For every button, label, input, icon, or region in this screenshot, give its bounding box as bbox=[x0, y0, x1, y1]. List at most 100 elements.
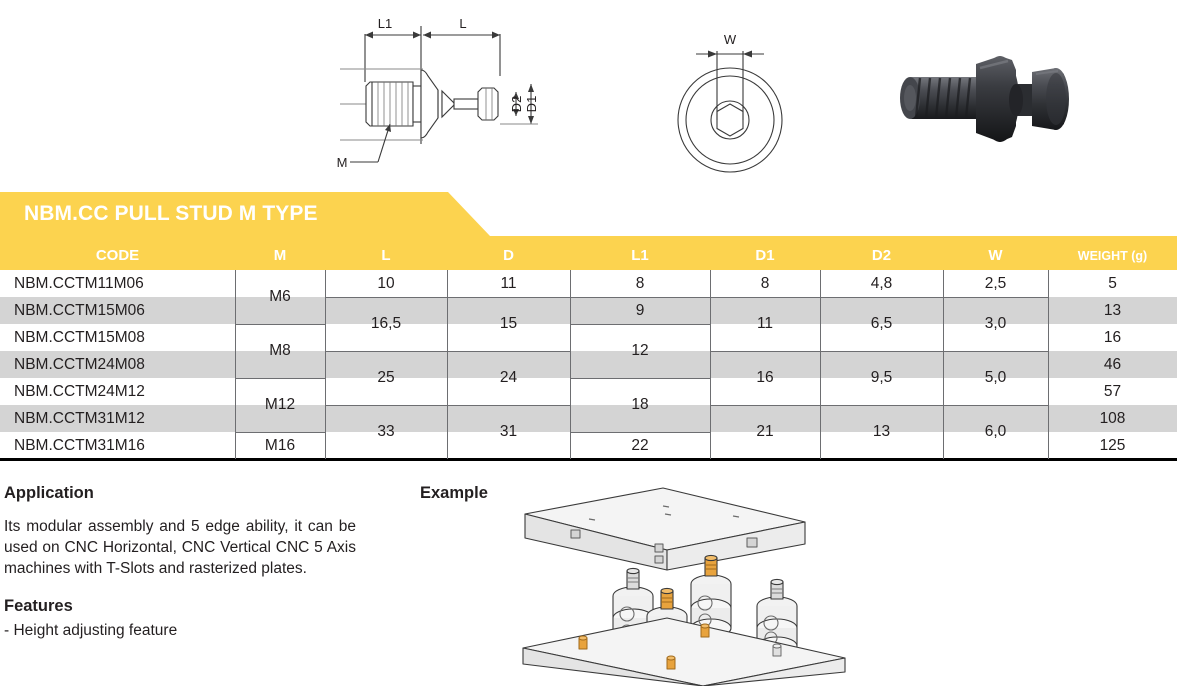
example-section: Example bbox=[420, 484, 1160, 687]
row-divider bbox=[710, 297, 1048, 298]
column-divider bbox=[820, 270, 821, 459]
column-header-m: M bbox=[273, 247, 287, 264]
cell-m: M8 bbox=[269, 342, 291, 359]
example-heading: Example bbox=[420, 484, 488, 502]
table-row: NBM.CCTM11M06 bbox=[14, 274, 144, 292]
column-header-d: D bbox=[503, 247, 514, 264]
column-header-l1: L1 bbox=[631, 247, 649, 264]
row-divider bbox=[235, 432, 325, 433]
cell-d1: 16 bbox=[756, 369, 774, 386]
row-divider bbox=[325, 351, 570, 352]
pull-stud-product-photo bbox=[880, 34, 1100, 189]
table-row: NBM.CCTM15M08 bbox=[14, 328, 145, 346]
cell-d1: 21 bbox=[756, 423, 774, 440]
column-divider bbox=[325, 270, 326, 459]
cell-d2: 6,5 bbox=[870, 315, 893, 332]
column-divider bbox=[710, 270, 711, 459]
dim-label-d2: D2 bbox=[509, 96, 524, 113]
pull-stud-side-view-drawing: L1 L D2 D1 M bbox=[320, 4, 550, 191]
section-title-banner: NBM.CC PULL STUD M TYPE bbox=[0, 192, 1177, 236]
row-divider bbox=[235, 378, 325, 379]
table-body: NBM.CCTM11M06 NBM.CCTM15M06 NBM.CCTM15M0… bbox=[0, 270, 1177, 461]
row-divider bbox=[570, 324, 710, 325]
cell-d2: 4,8 bbox=[870, 274, 893, 292]
cell-l1: 9 bbox=[635, 301, 645, 319]
column-header-weight: WEIGHT (g) bbox=[1077, 249, 1148, 263]
cell-w: 6,0 bbox=[984, 423, 1007, 440]
features-heading: Features bbox=[4, 597, 73, 615]
cell-l: 33 bbox=[377, 423, 395, 440]
row-divider bbox=[710, 405, 1048, 406]
cell-d2: 9,5 bbox=[870, 369, 893, 386]
cell-weight: 125 bbox=[1099, 436, 1126, 454]
cell-d: 24 bbox=[499, 369, 518, 386]
row-stripe bbox=[0, 351, 1177, 378]
cell-d1: 8 bbox=[760, 274, 770, 292]
table-row: NBM.CCTM24M08 bbox=[14, 355, 145, 373]
dim-label-w: W bbox=[724, 32, 737, 47]
cell-l: 16,5 bbox=[370, 315, 402, 332]
column-header-code: CODE bbox=[95, 247, 140, 264]
application-section: Application Its modular assembly and 5 e… bbox=[4, 484, 356, 641]
cell-d: 31 bbox=[499, 423, 518, 440]
cell-weight: 108 bbox=[1099, 409, 1126, 427]
table-row: NBM.CCTM31M12 bbox=[14, 409, 145, 427]
row-divider bbox=[325, 297, 570, 298]
table-header-row: CODE M L D L1 D1 D2 W WEIGHT (g) bbox=[0, 242, 1177, 270]
cell-m: M12 bbox=[264, 396, 296, 413]
column-divider bbox=[570, 270, 571, 459]
column-divider bbox=[1048, 270, 1049, 459]
row-divider bbox=[325, 405, 570, 406]
row-stripe bbox=[0, 405, 1177, 432]
row-stripe bbox=[0, 297, 1177, 324]
application-heading: Application bbox=[4, 484, 94, 502]
cell-weight: 5 bbox=[1108, 274, 1117, 292]
row-divider bbox=[570, 297, 710, 298]
cell-l1: 18 bbox=[631, 396, 649, 413]
cell-weight: 46 bbox=[1103, 355, 1122, 373]
table-row: NBM.CCTM24M12 bbox=[14, 382, 145, 400]
page-title: NBM.CC PULL STUD M TYPE bbox=[24, 202, 318, 225]
cell-m: M6 bbox=[269, 288, 291, 305]
cell-w: 5,0 bbox=[984, 369, 1007, 386]
cell-d: 11 bbox=[500, 274, 517, 292]
column-divider bbox=[235, 270, 236, 459]
cell-weight: 13 bbox=[1103, 301, 1122, 319]
cell-d1: 11 bbox=[756, 315, 774, 332]
row-divider bbox=[710, 351, 1048, 352]
row-divider bbox=[570, 432, 710, 433]
cell-l1: 12 bbox=[631, 342, 649, 359]
cell-w: 2,5 bbox=[984, 274, 1007, 292]
cell-l1: 8 bbox=[635, 274, 645, 292]
row-divider bbox=[570, 378, 710, 379]
cell-l: 25 bbox=[377, 369, 395, 386]
column-header-d2: D2 bbox=[871, 247, 892, 264]
cell-l: 10 bbox=[377, 274, 395, 292]
column-divider bbox=[447, 270, 448, 459]
column-header-w: W bbox=[988, 247, 1003, 264]
cell-m: M16 bbox=[264, 436, 296, 454]
dim-label-m: M bbox=[337, 155, 348, 170]
table-row: NBM.CCTM15M06 bbox=[14, 301, 145, 319]
cell-w: 3,0 bbox=[984, 315, 1007, 332]
bottom-content: Application Its modular assembly and 5 e… bbox=[0, 470, 1177, 687]
pull-stud-front-view-drawing: W bbox=[652, 8, 832, 189]
cell-weight: 57 bbox=[1103, 382, 1122, 400]
cell-d: 15 bbox=[499, 315, 518, 332]
table-row: NBM.CCTM31M16 bbox=[14, 436, 145, 454]
column-header-d1: D1 bbox=[755, 247, 775, 264]
specification-table: CODE M L D L1 D1 D2 W WEIGHT (g) NBM.CCT… bbox=[0, 242, 1177, 461]
banner-underline bbox=[0, 236, 1177, 242]
example-assembly-illustration bbox=[515, 486, 855, 691]
cell-d2: 13 bbox=[872, 423, 891, 440]
column-header-l: L bbox=[381, 247, 391, 264]
row-divider bbox=[235, 324, 325, 325]
cell-l1: 22 bbox=[631, 436, 649, 454]
feature-item: - Height adjusting feature bbox=[4, 622, 178, 639]
banner-shape bbox=[0, 192, 490, 236]
dim-label-l1: L1 bbox=[378, 16, 392, 31]
technical-drawing-area: L1 L D2 D1 M W bbox=[0, 0, 1177, 190]
cell-weight: 16 bbox=[1103, 328, 1122, 346]
application-text: Its modular assembly and 5 edge ability,… bbox=[4, 518, 356, 577]
dim-label-l: L bbox=[459, 16, 466, 31]
